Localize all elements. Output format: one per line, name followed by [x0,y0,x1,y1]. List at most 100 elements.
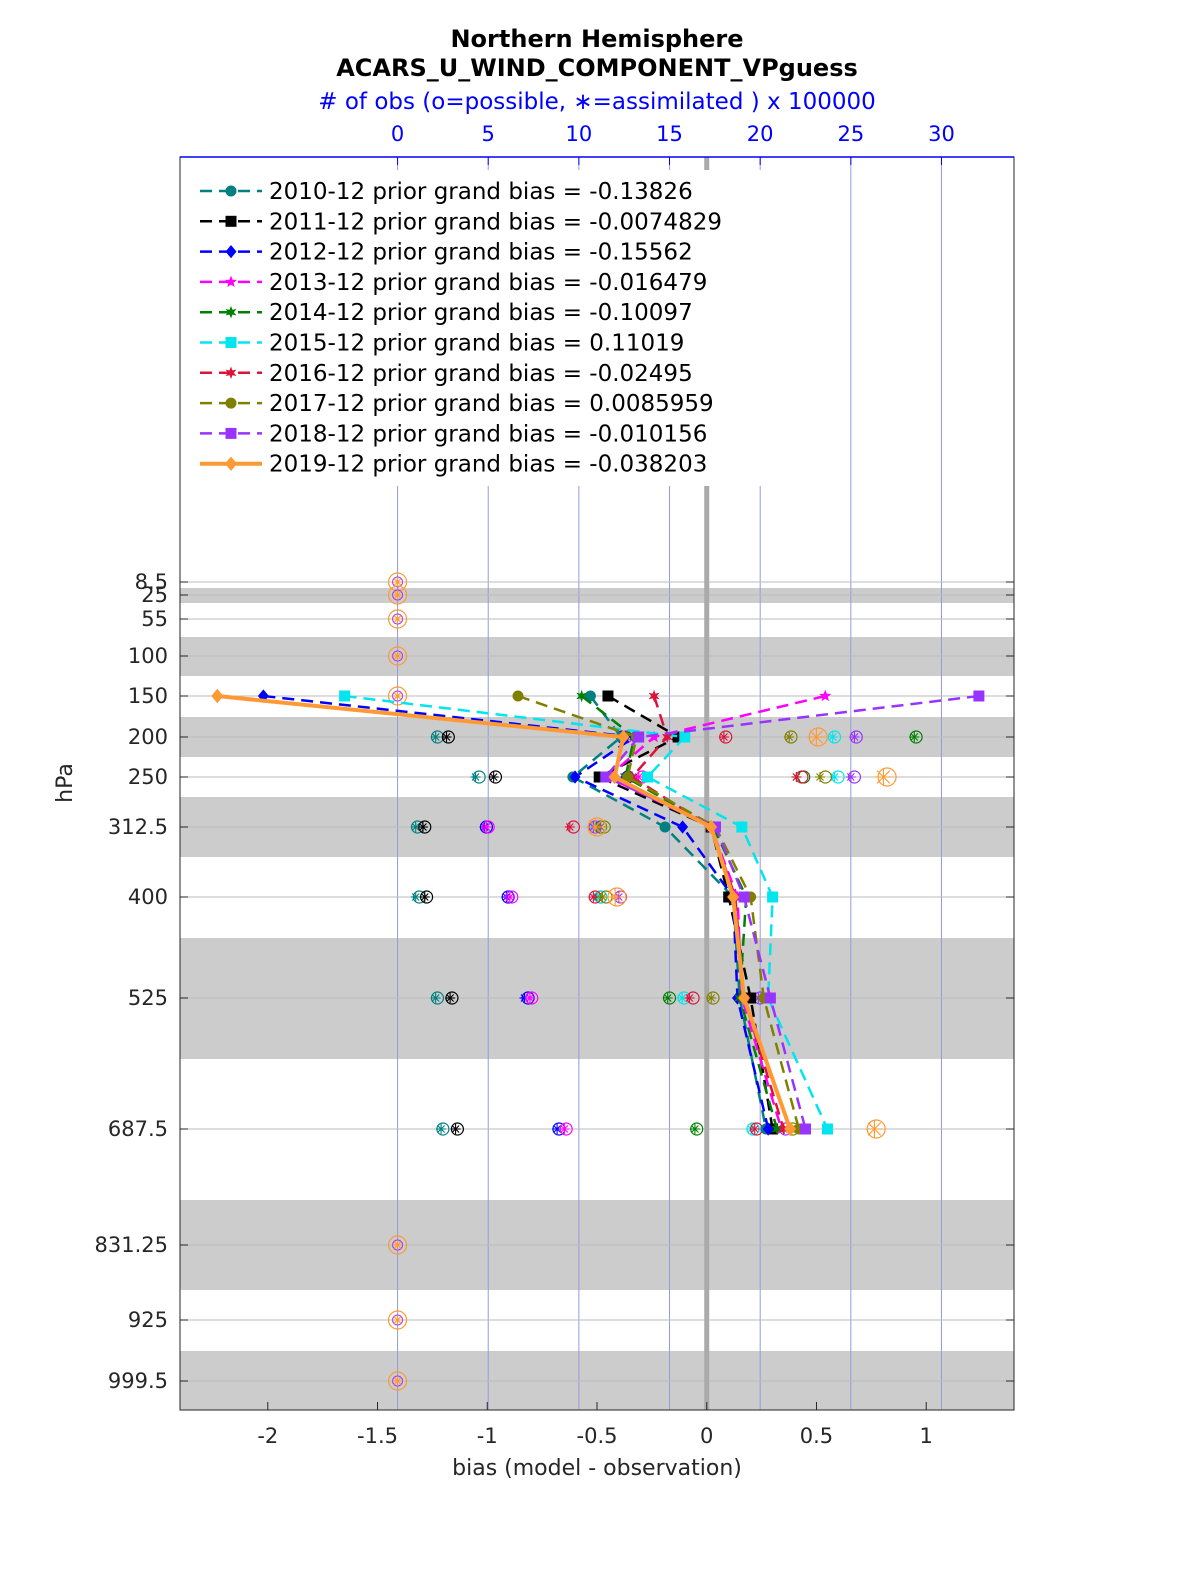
series-1-point-0 [602,690,614,702]
series-9-point-5 [738,990,751,1006]
series-8-point-4 [738,891,750,903]
series-0-point-0 [584,690,596,702]
series-4-point-6 [771,1122,783,1136]
zero-count-possible-marker [387,686,408,706]
legend-marker-1 [225,215,237,227]
legend-label-0: 2010-12 prior grand bias = -0.13826 [269,179,693,205]
y-axis-label: hPa [53,763,78,803]
zero-count-assimilated-marker [392,651,403,661]
assimilated-count-marker [450,1124,461,1134]
series-9-point-1 [617,729,630,745]
chart-subtitle: ACARS_U_WIND_COMPONENT_VPguess [336,54,858,82]
legend-marker-6 [225,366,237,380]
assimilated-count-marker [441,732,452,742]
top-tick-label-6: 30 [928,122,955,146]
chart-title: Northern Hemisphere [450,25,743,53]
assimilated-count-marker [417,822,428,832]
y-tick-label-5: 200 [128,725,168,749]
y-tick-label-7: 312.5 [108,815,168,839]
top-axis-ticks: 0 5 10 15 20 25 30 [391,122,955,165]
legend-marker-5 [225,337,237,348]
series-9-point-2 [608,769,621,785]
y-tick-label-4: 150 [128,684,168,708]
assimilated-count-marker [807,728,826,746]
series-1-point-5 [745,992,757,1004]
series-9-point-3 [705,819,718,835]
series-5-point-6 [821,1123,833,1135]
series-9-point-4 [727,889,740,905]
x-tick-label-4: 0 [700,1424,713,1448]
assimilated-count-marker [718,732,729,742]
zero-count-possible-marker [387,1235,408,1255]
legend-label-3: 2013-12 prior grand bias = -0.016479 [269,270,707,296]
assimilated-count-marker [419,892,430,902]
y-tick-label-11: 831.25 [95,1233,168,1257]
assimilated-count-marker [909,732,920,742]
series-6-point-1 [661,730,673,744]
assimilated-count-marker [410,892,421,902]
top-tick-label-3: 15 [656,122,683,146]
assimilated-count-marker [564,822,575,832]
zero-count-assimilated-marker [392,577,403,587]
zero-count-possible-marker [387,646,408,666]
series-5-point-1 [679,731,691,743]
assimilated-count-marker [815,772,826,782]
series-2-point-2 [569,770,581,784]
assimilated-count-marker [706,993,717,1003]
series-2-point-6 [762,1122,774,1136]
assimilated-count-marker [470,772,481,782]
series-6-point-0 [648,689,660,703]
legend: 2010-12 prior grand bias = -0.13826 2011-… [193,170,773,486]
series-9-point-6 [784,1121,797,1137]
assimilated-count-marker [436,1124,447,1134]
assimilated-count-marker [481,822,492,832]
series-8-point-2 [600,771,612,783]
zero-count-possible-marker [387,609,408,629]
series-1-point-2 [593,771,605,783]
x-tick-label-2: -1 [477,1424,498,1448]
legend-marker-9 [225,456,237,471]
zero-count-assimilated-marker [392,1240,403,1250]
legend-marker-8 [225,427,237,439]
series-5-point-4 [767,891,779,903]
legend-label-2: 2012-12 prior grand bias = -0.15562 [269,240,693,266]
series-7-point-2 [622,771,634,783]
series-8-point-6 [800,1123,811,1135]
assimilated-count-marker [559,1124,570,1134]
legend-marker-3 [225,275,237,287]
series-8-point-5 [764,992,776,1004]
series-8-point-1 [633,731,645,743]
legend-label-8: 2018-12 prior grand bias = -0.010156 [269,421,707,447]
series-9-point-0 [211,688,224,704]
assimilated-count-marker [488,772,499,782]
assimilated-count-marker [445,993,456,1003]
series-8-point-0 [973,690,985,702]
top-tick-label-1: 5 [482,122,495,146]
zero-count-possible-marker [387,1371,408,1391]
legend-marker-2 [225,245,237,259]
assimilated-count-marker [588,892,599,902]
assimilated-count-marker [849,732,860,742]
zero-count-assimilated-marker [392,1376,403,1386]
y-tick-label-12: 925 [128,1308,168,1332]
series-7-point-0 [512,690,524,702]
assimilated-count-marker [689,1124,700,1134]
legend-label-5: 2015-12 prior grand bias = 0.11019 [269,331,684,357]
zero-count-possible-marker [387,1310,408,1330]
legend-label-9: 2019-12 prior grand bias = -0.038203 [269,452,707,478]
assimilated-count-marker [606,888,625,906]
assimilated-count-marker [524,993,535,1003]
legend-label-4: 2014-12 prior grand bias = -0.10097 [269,300,693,326]
assimilated-count-marker [430,993,441,1003]
assimilated-count-marker [597,892,608,902]
series-3-point-0 [819,689,832,702]
zero-count-assimilated-marker [392,614,403,624]
series-4-point-0 [576,689,588,703]
zero-count-assimilated-marker [392,1315,403,1325]
top-tick-label-4: 20 [747,122,774,146]
top-axis-label: # of obs (o=possible, ∗=assimilated ) x … [318,89,876,115]
y-tick-label-6: 250 [128,765,168,789]
y-tick-label-3: 100 [128,644,168,668]
top-tick-label-2: 10 [566,122,593,146]
